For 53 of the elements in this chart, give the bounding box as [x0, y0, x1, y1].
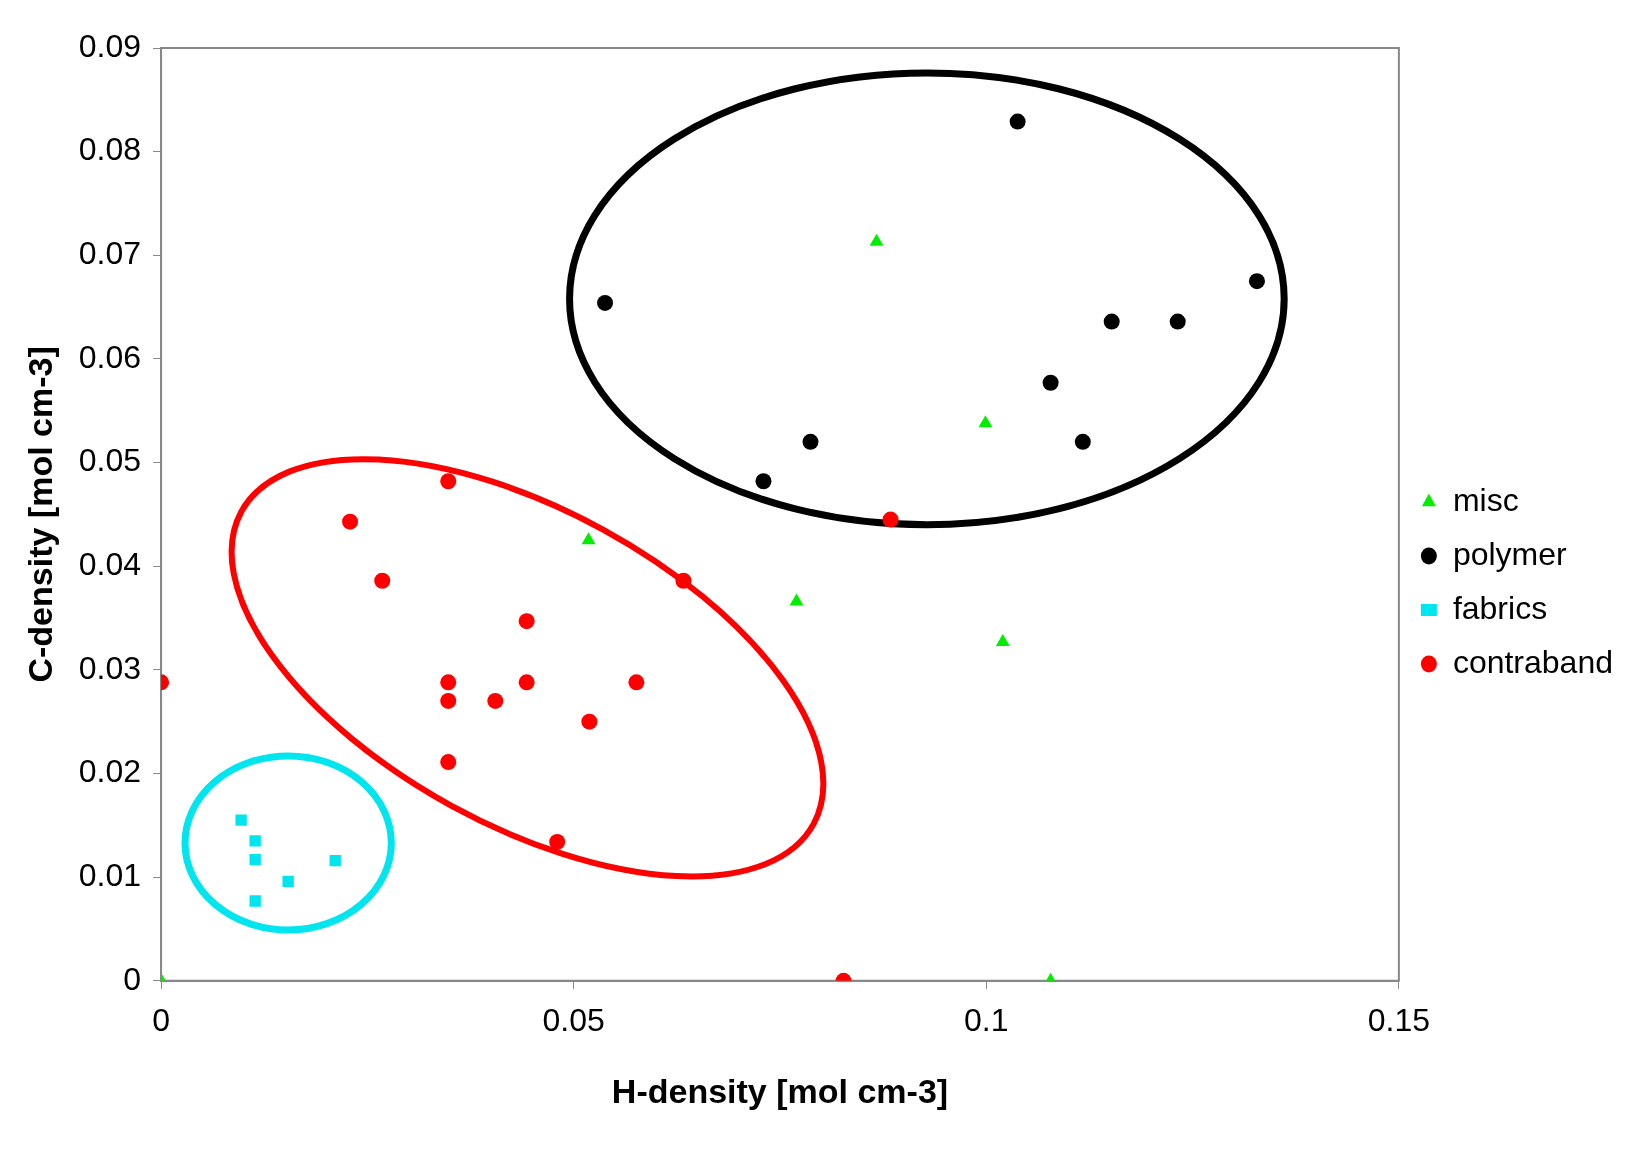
point	[597, 294, 614, 311]
point	[440, 473, 457, 490]
point	[789, 593, 804, 606]
point	[755, 473, 772, 490]
y-tick-label: 0.07	[78, 235, 142, 272]
point	[518, 674, 535, 691]
y-tick-label: 0.03	[78, 649, 142, 686]
point	[440, 674, 457, 691]
point	[1169, 313, 1186, 330]
legend-label: contraband	[1452, 643, 1613, 680]
legend-label: polymer	[1452, 535, 1568, 572]
point	[282, 875, 294, 887]
point	[329, 854, 341, 867]
point	[882, 511, 899, 528]
point	[249, 895, 261, 907]
y-tick-label: 0.06	[78, 338, 142, 375]
legend-label: fabrics	[1452, 589, 1548, 626]
point	[249, 853, 261, 866]
point	[342, 513, 359, 530]
point	[581, 532, 596, 545]
point	[487, 692, 504, 709]
point	[518, 613, 535, 630]
point	[1248, 273, 1265, 290]
x-axis-title: H-density [mol cm-3]	[611, 1071, 949, 1110]
point	[628, 674, 645, 691]
x-tick-label: 0	[152, 1001, 170, 1038]
x-tick-label: 0.1	[964, 1001, 1009, 1038]
point	[1103, 313, 1120, 330]
y-tick-label: 0.05	[78, 442, 142, 479]
point	[235, 814, 247, 826]
point	[549, 833, 566, 850]
point	[249, 835, 261, 847]
y-tick-label: 0.08	[78, 131, 142, 168]
legend-label: misc	[1452, 481, 1519, 518]
point	[978, 415, 993, 428]
point	[1009, 113, 1026, 130]
y-tick-label: 0	[123, 960, 142, 997]
point	[1074, 433, 1091, 450]
x-tick-label: 0.05	[542, 1001, 605, 1038]
point	[581, 713, 598, 730]
y-axis-title: C-density [mol cm-3]	[20, 346, 59, 683]
point	[440, 692, 457, 709]
point	[869, 233, 884, 246]
point	[675, 572, 692, 589]
point	[1042, 374, 1059, 391]
x-tick-label: 0.15	[1367, 1001, 1431, 1038]
y-tick-label: 0.09	[78, 27, 142, 64]
point	[440, 754, 457, 771]
y-tick-label: 0.02	[78, 753, 142, 790]
y-tick-label: 0.01	[78, 856, 142, 893]
y-tick-label: 0.04	[78, 546, 142, 583]
point	[802, 433, 819, 450]
point	[374, 572, 391, 589]
